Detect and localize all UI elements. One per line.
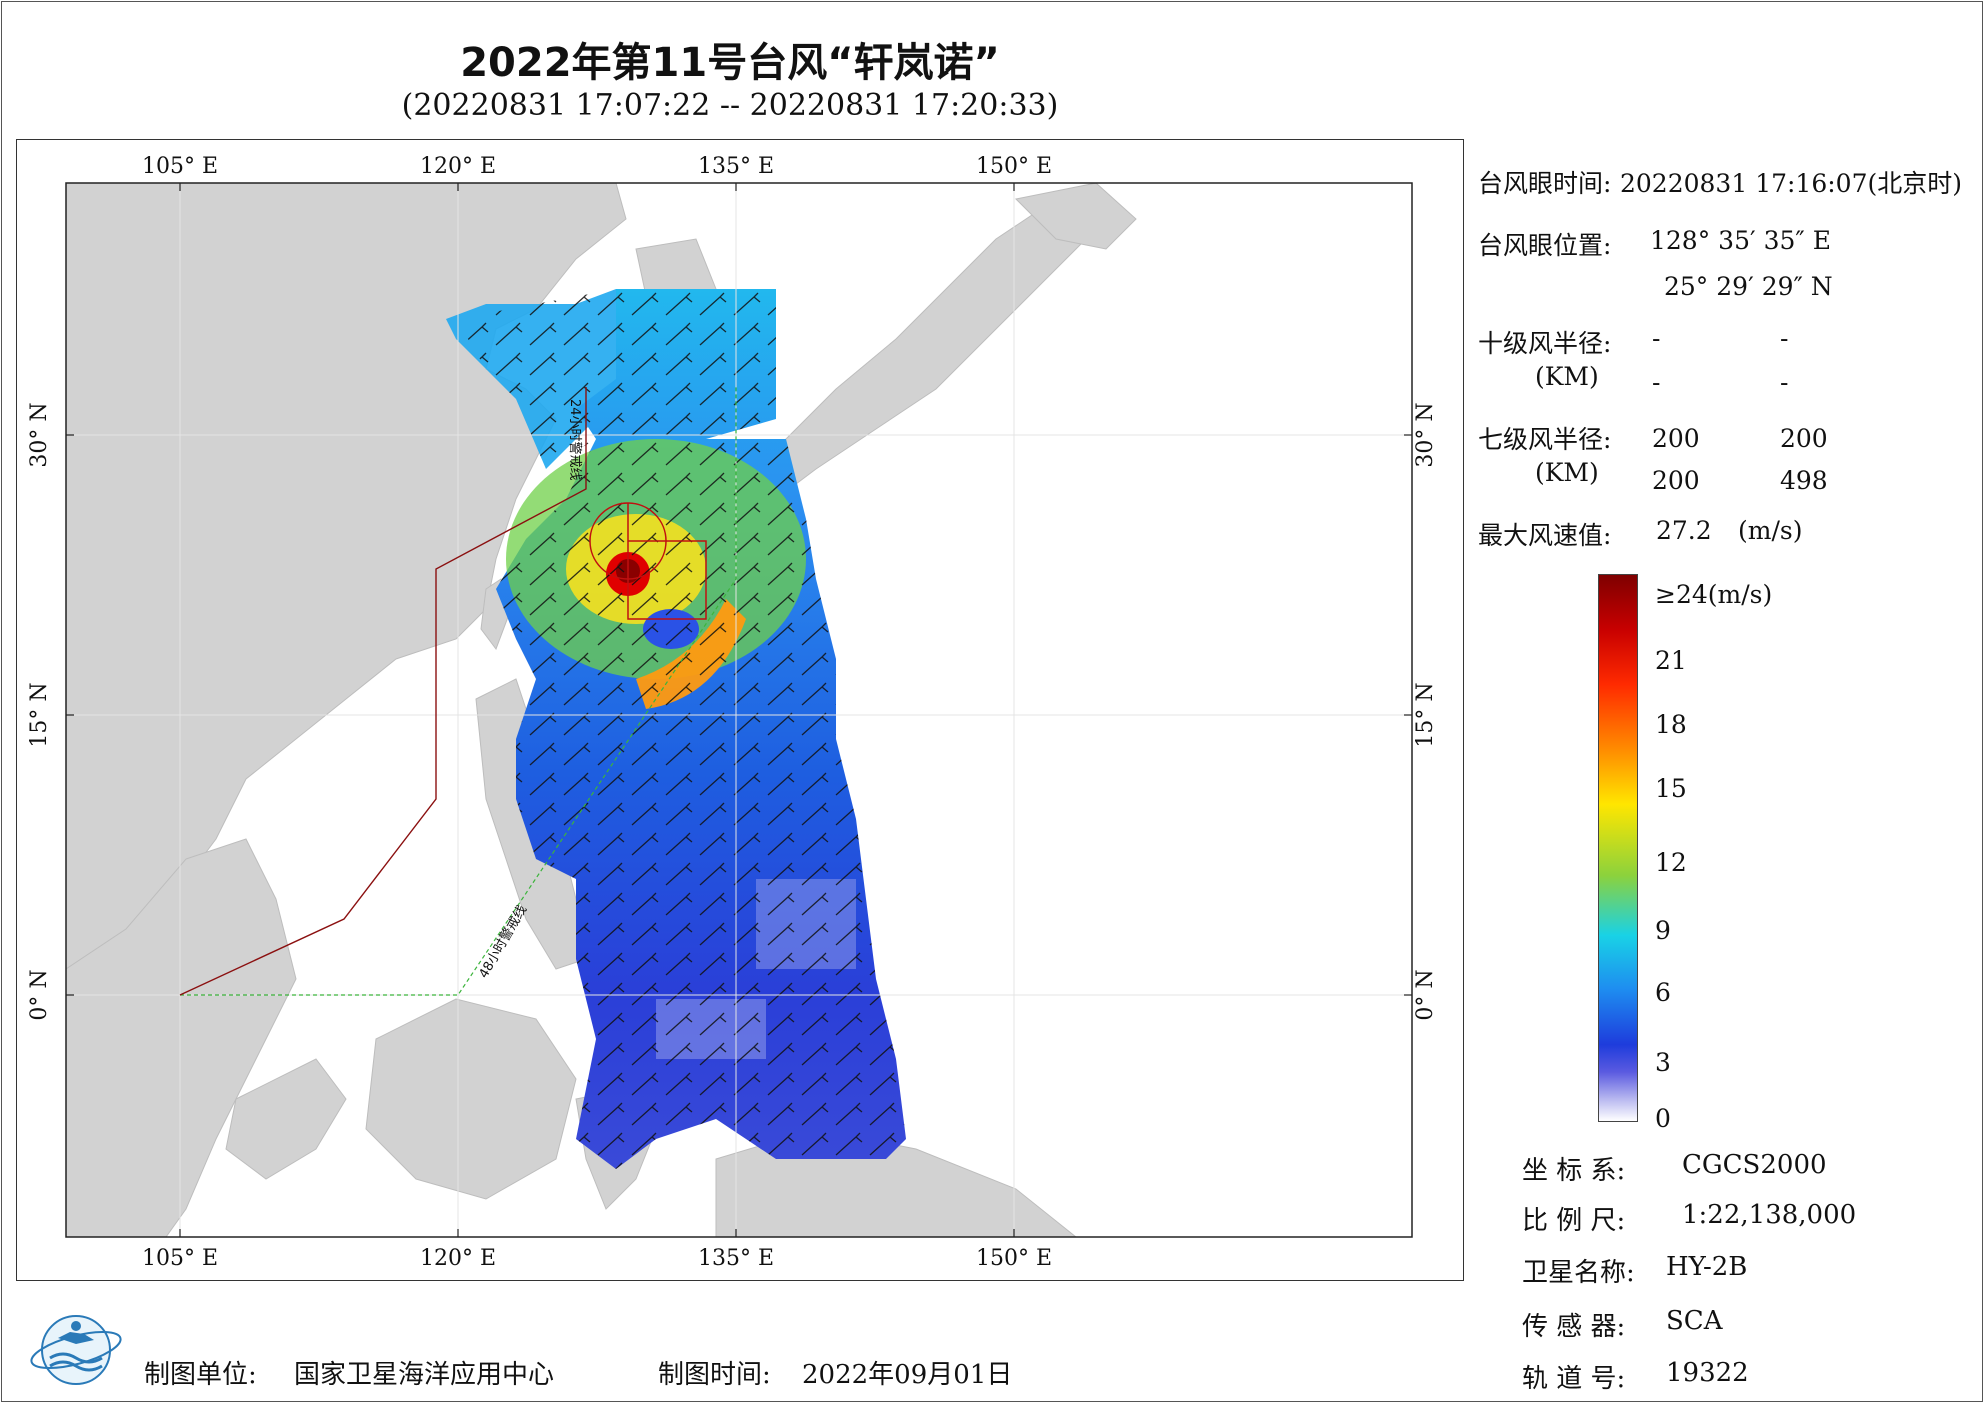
production-date-label: 制图时间: bbox=[658, 1360, 771, 1390]
radius-7-km-label: (KM) bbox=[1535, 458, 1599, 487]
eye-latitude: 25° 29′ 29″ N bbox=[1664, 272, 1833, 301]
indochina-peninsula bbox=[66, 838, 297, 1237]
colorbar bbox=[1598, 574, 1638, 1122]
radius-7-ne: 200 bbox=[1652, 424, 1700, 453]
lat-label-left-0: 0° N bbox=[27, 969, 52, 1020]
lat-label-left-15: 15° N bbox=[27, 682, 52, 747]
coord-system-value: CGCS2000 bbox=[1682, 1150, 1827, 1180]
radius-7-se: 200 bbox=[1780, 424, 1828, 453]
radius-10-se: - bbox=[1780, 324, 1789, 353]
graticule bbox=[66, 183, 1412, 1237]
wind-radius-7-quadrants bbox=[627, 503, 707, 620]
radius-10-ne: - bbox=[1652, 324, 1661, 353]
max-wind-value: 27.2 bbox=[1656, 516, 1712, 545]
lon-label-top-135: 135° E bbox=[698, 154, 774, 179]
eye-longitude: 128° 35′ 35″ E bbox=[1650, 226, 1831, 255]
max-wind-label: 最大风速值: bbox=[1478, 521, 1612, 550]
lon-label-top-120: 120° E bbox=[420, 154, 496, 179]
radius-10-sw: - bbox=[1652, 368, 1661, 397]
tick-marks bbox=[66, 183, 1412, 1237]
lon-label-top-150: 150° E bbox=[976, 154, 1052, 179]
producer-label: 制图单位: bbox=[144, 1360, 257, 1390]
map-subtitle: (20220831 17:07:22 -- 20220831 17:20:33) bbox=[401, 88, 1059, 123]
orbit-value: 19322 bbox=[1666, 1358, 1749, 1388]
lon-label-top-105: 105° E bbox=[142, 154, 218, 179]
nsoas-logo bbox=[30, 1315, 122, 1385]
warning-line-48h bbox=[180, 387, 737, 996]
sensor-value: SCA bbox=[1666, 1306, 1723, 1336]
lon-label-bottom-105: 105° E bbox=[142, 1246, 218, 1271]
radius-10-nw: - bbox=[1780, 368, 1789, 397]
production-date-value: 2022年09月01日 bbox=[802, 1360, 1013, 1390]
coord-system-label: 坐 标 系: bbox=[1522, 1156, 1626, 1186]
satellite-value: HY-2B bbox=[1666, 1252, 1748, 1282]
wind-swath bbox=[446, 289, 906, 1169]
lat-label-right-30: 30° N bbox=[1413, 402, 1438, 467]
producer-value: 国家卫星海洋应用中心 bbox=[294, 1360, 555, 1390]
colorbar-label-9: 9 bbox=[1655, 916, 1671, 945]
colorbar-label-0: 0 bbox=[1655, 1104, 1671, 1133]
scale-value: 1:22,138,000 bbox=[1682, 1200, 1857, 1230]
lon-label-bottom-150: 150° E bbox=[976, 1246, 1052, 1271]
warning-line-24h bbox=[179, 387, 587, 996]
colorbar-label-12: 12 bbox=[1655, 848, 1687, 877]
borneo bbox=[365, 998, 577, 1200]
colorbar-label-6: 6 bbox=[1655, 978, 1671, 1007]
radius-7-nw: 498 bbox=[1780, 466, 1828, 495]
eye-time-value: 20220831 17:16:07(北京时) bbox=[1620, 169, 1962, 198]
map-frame bbox=[16, 139, 1464, 1281]
radius-7-sw: 200 bbox=[1652, 466, 1700, 495]
wind-field-map[interactable]: 24小时警戒线 48小时警戒线 105° E 120° E 135° E 150… bbox=[16, 139, 1462, 1279]
radius-10-km-label: (KM) bbox=[1535, 362, 1599, 391]
max-wind-unit: (m/s) bbox=[1738, 516, 1803, 545]
radius-10-label: 十级风半径: bbox=[1478, 329, 1612, 358]
lat-label-left-30: 30° N bbox=[27, 402, 52, 467]
lat-label-right-0: 0° N bbox=[1413, 969, 1438, 1020]
satellite-label: 卫星名称: bbox=[1522, 1258, 1635, 1288]
wind-barbs bbox=[456, 289, 906, 1169]
radius-7-label: 七级风半径: bbox=[1478, 425, 1612, 454]
colorbar-label-21: 21 bbox=[1655, 646, 1687, 675]
colorbar-label-24: ≥24(m/s) bbox=[1655, 580, 1773, 609]
colorbar-label-15: 15 bbox=[1655, 774, 1687, 803]
lon-label-bottom-120: 120° E bbox=[420, 1246, 496, 1271]
eye-time-label: 台风眼时间: bbox=[1478, 169, 1612, 198]
eye-position-label: 台风眼位置: bbox=[1478, 231, 1612, 260]
lon-label-bottom-135: 135° E bbox=[698, 1246, 774, 1271]
orbit-label: 轨 道 号: bbox=[1522, 1364, 1626, 1394]
plot-border bbox=[65, 182, 1413, 1238]
warning-24h-label: 24小时警戒线 bbox=[567, 399, 583, 481]
scale-label: 比 例 尺: bbox=[1522, 1206, 1626, 1236]
colorbar-label-18: 18 bbox=[1655, 710, 1687, 739]
lat-label-right-15: 15° N bbox=[1413, 682, 1438, 747]
plot-area: 24小时警戒线 48小时警戒线 bbox=[66, 183, 1412, 1237]
map-title: 2022年第11号台风“轩岚诺” bbox=[460, 40, 1000, 86]
colorbar-label-3: 3 bbox=[1655, 1048, 1671, 1077]
sumatra bbox=[225, 1058, 347, 1180]
hokkaido-north bbox=[1014, 183, 1137, 250]
sensor-label: 传 感 器: bbox=[1522, 1312, 1626, 1342]
